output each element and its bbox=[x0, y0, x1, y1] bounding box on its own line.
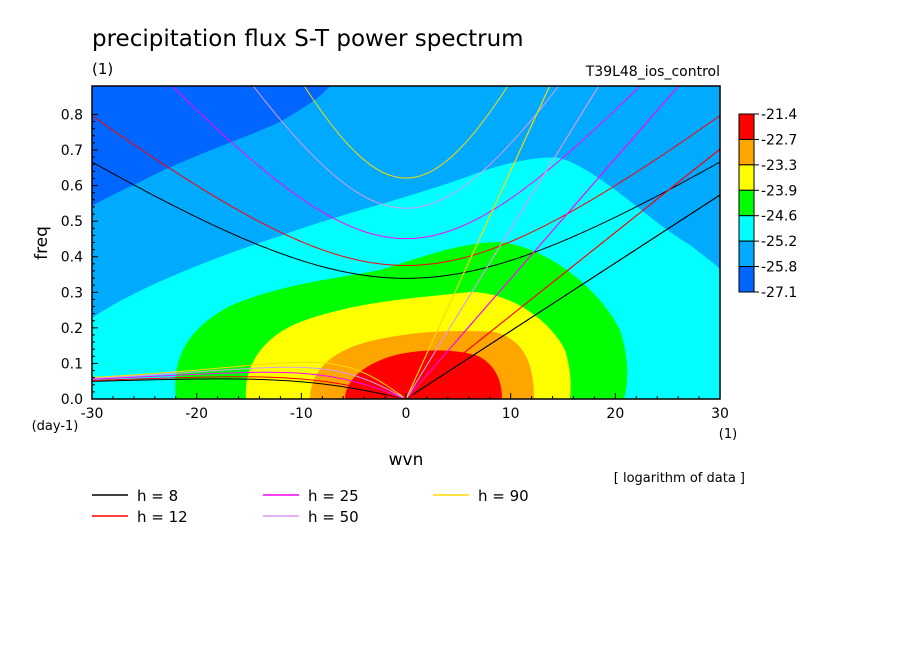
dispersion-curve bbox=[405, 86, 551, 399]
y-tick-label: 0.3 bbox=[61, 285, 83, 301]
dispersion-curve bbox=[171, 86, 641, 240]
dispersion-curve bbox=[405, 86, 600, 399]
x-axis-label: wvn bbox=[389, 450, 424, 470]
colorbar-swatch bbox=[738, 266, 755, 293]
dispersion-curve bbox=[252, 86, 560, 209]
x-tick-label: 0 bbox=[402, 406, 411, 422]
dispersion-curve bbox=[405, 148, 720, 399]
dispersion-curve bbox=[92, 161, 720, 279]
colorbar-swatch bbox=[738, 240, 755, 268]
plot-area: -30 -20 -10 0 10 20 30 0.0 0.1 0.2 0.3 0.4 0.5 0.6 0.7… bbox=[61, 85, 729, 422]
axis-ticks: -30 -20 -10 0 10 20 30 0.0 0.1 0.2 0.3 0.4 0.5 0.6 0.7… bbox=[61, 107, 729, 422]
colorbar-label: -25.8 bbox=[761, 260, 797, 276]
x-tick-label: -10 bbox=[290, 406, 313, 422]
dispersion-curve bbox=[405, 194, 720, 399]
colorbar-swatch bbox=[738, 189, 755, 217]
y-tick-label: 0.1 bbox=[61, 356, 83, 372]
colorbar-swatch bbox=[738, 215, 755, 242]
colorbar-label: -27.1 bbox=[761, 285, 797, 301]
colorbar-label: -25.2 bbox=[761, 234, 797, 250]
x-tick-label: 30 bbox=[711, 406, 729, 422]
colorbar-swatch bbox=[738, 113, 755, 140]
legend-label: h = 25 bbox=[308, 487, 359, 505]
y-unit-label: (day-1) bbox=[32, 419, 79, 434]
dispersion-curve bbox=[92, 376, 404, 399]
colorbar: -21.4 -22.7 -23.3 -23.9 -24.6 -25.2 -25.8 -27.1 bbox=[738, 107, 797, 301]
colorbar-swatch bbox=[738, 138, 755, 166]
x-unit-label: (1) bbox=[719, 427, 737, 442]
dispersion-curve bbox=[303, 86, 509, 179]
x-tick-label: 10 bbox=[502, 406, 520, 422]
chart-subtitle-right: T39L48_ios_control bbox=[585, 64, 720, 80]
dispersion-curves bbox=[92, 86, 720, 399]
y-tick-label: 0.8 bbox=[61, 107, 83, 123]
chart-title: precipitation flux S-T power spectrum bbox=[92, 26, 524, 52]
y-tick-label: 0.5 bbox=[61, 214, 83, 230]
x-tick-label: -30 bbox=[81, 406, 104, 422]
colorbar-swatch bbox=[738, 164, 755, 191]
x-tick-label: 20 bbox=[606, 406, 624, 422]
legend-label: h = 90 bbox=[478, 487, 529, 505]
colorbar-label: -24.6 bbox=[761, 209, 797, 225]
y-axis-label: freq bbox=[32, 226, 52, 260]
dispersion-curve bbox=[92, 366, 404, 399]
chart-subtitle-left: (1) bbox=[92, 60, 113, 78]
dispersion-curve bbox=[92, 371, 404, 399]
dispersion-curve bbox=[405, 86, 680, 399]
colorbar-label: -23.3 bbox=[761, 158, 797, 174]
log-note: [ logarithm of data ] bbox=[614, 471, 745, 486]
contour-fill-band-7 bbox=[92, 86, 330, 206]
y-tick-label: 0.2 bbox=[61, 321, 83, 337]
dispersion-curve bbox=[92, 378, 404, 399]
y-tick-label: 0.6 bbox=[61, 179, 83, 195]
colorbar-label: -23.9 bbox=[761, 183, 797, 199]
colorbar-label: -21.4 bbox=[761, 107, 797, 123]
y-tick-label: 0.0 bbox=[61, 392, 83, 408]
legend-label: h = 50 bbox=[308, 508, 359, 526]
dispersion-curve bbox=[92, 361, 404, 398]
x-tick-label: -20 bbox=[185, 406, 208, 422]
colorbar-label: -22.7 bbox=[761, 132, 797, 148]
legend-label: h = 12 bbox=[137, 508, 188, 526]
y-tick-label: 0.7 bbox=[61, 143, 83, 159]
legend: h = 8 h = 12 h = 25 h = 50 h = 90 bbox=[92, 487, 529, 526]
dispersion-curve bbox=[92, 115, 720, 266]
y-tick-label: 0.4 bbox=[61, 250, 83, 266]
legend-label: h = 8 bbox=[137, 487, 178, 505]
